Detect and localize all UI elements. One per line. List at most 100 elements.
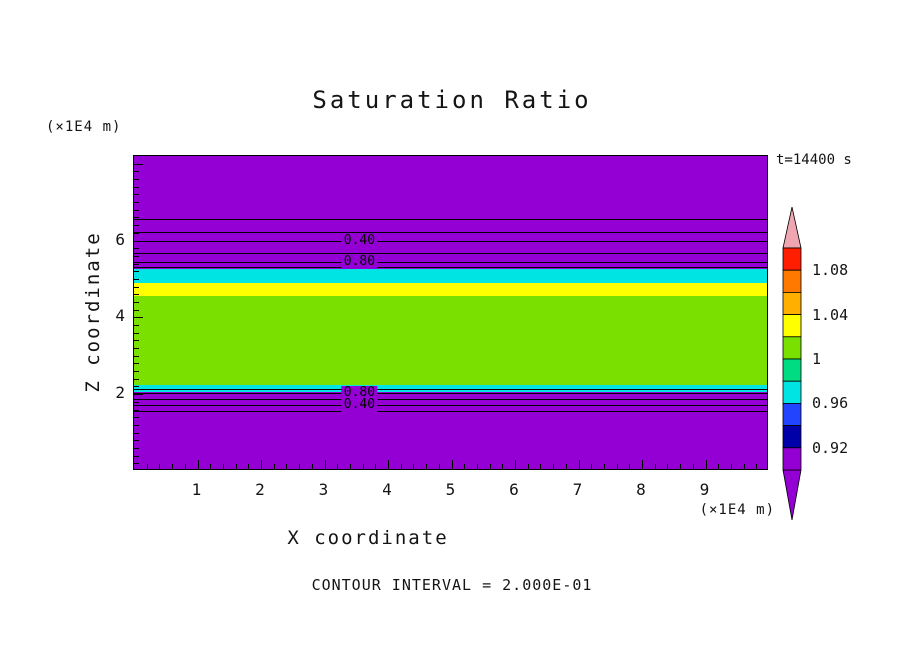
- x-tick-mark: [184, 464, 186, 469]
- contour-line: [134, 253, 767, 255]
- saturation-band: [134, 392, 767, 469]
- z-tick-mark: [134, 386, 139, 388]
- z-tick-mark: [134, 463, 139, 465]
- z-tick-mark: [134, 179, 139, 181]
- contour-line: [134, 267, 767, 269]
- contour-label: 0.40: [341, 232, 378, 248]
- x-tick-mark: [642, 460, 643, 469]
- x-tick-mark: [426, 464, 428, 469]
- z-tick-mark: [134, 225, 139, 227]
- z-axis-label: Z coordinate: [82, 231, 104, 393]
- x-tick-label: 3: [318, 480, 329, 499]
- x-tick-label: 5: [445, 480, 456, 499]
- x-tick-mark: [159, 464, 161, 469]
- colorbar-cell: [782, 269, 802, 293]
- z-tick-mark: [134, 163, 143, 165]
- x-tick-mark: [667, 464, 669, 469]
- z-tick-mark: [134, 263, 139, 265]
- x-tick-mark: [515, 460, 516, 469]
- z-tick-mark: [134, 209, 139, 211]
- x-tick-label: 7: [572, 480, 583, 499]
- x-tick-mark: [362, 464, 364, 469]
- x-tick-mark: [222, 464, 224, 469]
- x-tick-mark: [540, 464, 542, 469]
- z-tick-mark: [134, 194, 139, 196]
- z-tick-mark: [134, 325, 139, 327]
- z-tick-label: 4: [115, 306, 125, 326]
- contour-interval-note: CONTOUR INTERVAL = 2.000E-01: [311, 576, 593, 594]
- x-tick-mark: [464, 464, 466, 469]
- z-tick-mark: [134, 363, 139, 365]
- x-axis-units-label: (×1E4 m): [699, 502, 775, 518]
- x-tick-mark: [388, 460, 389, 469]
- colorbar-cell: [782, 336, 802, 360]
- x-tick-mark: [299, 464, 301, 469]
- x-tick-mark: [248, 464, 250, 469]
- z-tick-mark: [134, 294, 139, 296]
- contour-line: [134, 262, 767, 264]
- x-tick-mark: [654, 464, 656, 469]
- x-tick-label: 4: [382, 480, 392, 499]
- colorbar: [782, 207, 802, 520]
- z-tick-mark: [134, 355, 139, 357]
- z-tick-mark: [134, 301, 139, 303]
- z-tick-mark: [134, 271, 139, 273]
- contour-line: [134, 240, 767, 242]
- contour-line: [134, 219, 767, 220]
- z-tick-mark: [134, 240, 143, 242]
- z-tick-mark: [134, 217, 139, 219]
- contour-label: 0.80: [341, 385, 378, 401]
- z-tick-mark: [134, 378, 139, 380]
- x-tick-mark: [349, 464, 351, 469]
- x-tick-label: 1: [191, 480, 202, 499]
- x-tick-mark: [146, 464, 148, 469]
- x-tick-mark: [375, 464, 377, 469]
- saturation-band: [134, 384, 767, 393]
- saturation-band: [134, 269, 767, 283]
- contour-line: [134, 389, 767, 391]
- z-tick-mark: [134, 371, 139, 373]
- x-tick-mark: [743, 464, 745, 469]
- x-tick-mark: [311, 464, 313, 469]
- z-tick-mark: [134, 278, 139, 280]
- colorbar-tick-label: 1.04: [812, 305, 849, 324]
- x-tick-mark: [527, 464, 529, 469]
- z-tick-mark: [134, 202, 139, 204]
- z-tick-mark: [134, 440, 139, 442]
- contour-line: [134, 399, 767, 401]
- colorbar-cell: [782, 292, 802, 316]
- z-tick-mark: [134, 394, 143, 396]
- x-tick-mark: [337, 464, 339, 469]
- x-tick-label: 9: [699, 480, 710, 499]
- z-tick-mark: [134, 348, 139, 350]
- x-tick-mark: [210, 464, 212, 469]
- colorbar-tick-label: 1.08: [812, 261, 849, 280]
- z-tick-mark: [134, 309, 139, 311]
- x-tick-mark: [629, 464, 631, 469]
- x-tick-mark: [603, 464, 605, 469]
- z-tick-mark: [134, 447, 139, 449]
- x-tick-mark: [616, 464, 618, 469]
- z-tick-mark: [134, 171, 139, 173]
- saturation-band: [134, 156, 767, 270]
- saturation-band: [134, 296, 767, 385]
- x-tick-mark: [756, 464, 758, 469]
- x-tick-mark: [273, 464, 275, 469]
- z-tick-mark: [134, 409, 139, 411]
- colorbar-cell: [782, 425, 802, 449]
- z-tick-label: 2: [115, 383, 125, 403]
- contour-line: [134, 393, 767, 395]
- colorbar-cell: [782, 402, 802, 426]
- x-tick-label: 2: [255, 480, 265, 499]
- z-tick-mark: [134, 340, 139, 342]
- x-tick-mark: [451, 460, 453, 469]
- plot-area: 0.40 0.80 0.80 0.40: [133, 155, 768, 470]
- z-tick-mark: [134, 401, 139, 403]
- x-tick-mark: [730, 464, 732, 469]
- x-tick-mark: [286, 464, 288, 469]
- x-tick-mark: [476, 464, 478, 469]
- x-tick-mark: [261, 460, 262, 469]
- contour-line: [134, 232, 767, 234]
- z-tick-mark: [134, 286, 139, 288]
- x-tick-mark: [502, 464, 504, 469]
